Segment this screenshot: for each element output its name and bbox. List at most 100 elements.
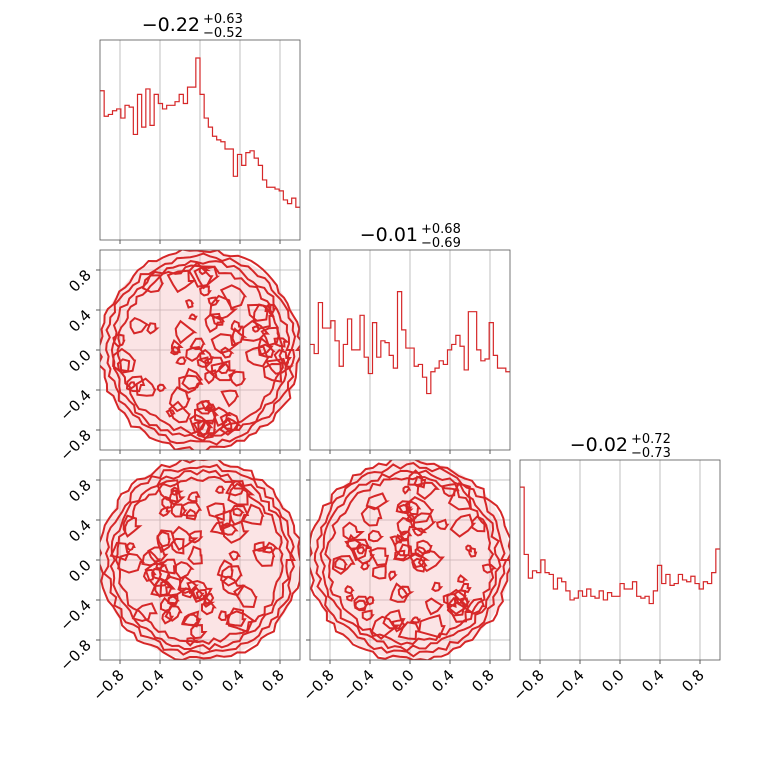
contour-blob (399, 530, 413, 541)
contour-blob (214, 485, 226, 494)
contour-blob (354, 599, 368, 612)
contour-blob (402, 485, 412, 495)
contour-blob (397, 503, 414, 515)
contour-blob (202, 596, 216, 608)
contour-blob (356, 545, 366, 555)
contour-blob (405, 513, 418, 523)
x-tick-label: 0.0 (178, 666, 208, 696)
contour-ring-0 (310, 460, 510, 660)
contour-blob (253, 541, 267, 552)
contour-blob (190, 624, 208, 640)
contour-blob (230, 319, 244, 332)
contour-blob (225, 480, 246, 497)
contour-blob (389, 582, 410, 603)
contour-blob (209, 521, 224, 536)
contour-blob (371, 564, 387, 580)
x-tick-label: 0.4 (218, 666, 248, 696)
contour-blob (459, 582, 472, 594)
grid-hist-2 (539, 460, 701, 664)
contour-blob (221, 575, 246, 597)
contour-blob (210, 333, 239, 355)
y-tick-label: −0.8 (56, 426, 94, 464)
y-tick-label: 0.0 (65, 346, 95, 376)
contour-blob (166, 269, 197, 294)
contour-blob (142, 568, 157, 582)
contour-blob (122, 514, 143, 538)
x-tick-label: 0.4 (428, 666, 458, 696)
contour-ring-0 (100, 250, 300, 450)
y-tick-label: 0.8 (65, 266, 95, 296)
contour-blob (156, 479, 180, 503)
panel-2d-0-2 (96, 459, 301, 664)
contour-blob (252, 546, 276, 567)
contour-blob (241, 503, 265, 526)
contour-ring-3 (114, 475, 284, 645)
y-tick-label: 0.0 (65, 556, 95, 586)
contours-0-2 (100, 460, 300, 660)
y-tick-label: −0.4 (56, 596, 94, 634)
contour-ring-1 (102, 463, 296, 656)
contour-blob (257, 343, 276, 359)
title-1-median: −0.01 (360, 224, 418, 246)
contour-blob (195, 588, 208, 601)
panel-hist-0: −0.22 +0.63 −0.52 (99, 12, 301, 244)
contour-blob (233, 584, 258, 609)
y-tick-label: 0.4 (65, 516, 95, 546)
contour-blob (214, 509, 233, 531)
contour-blob (165, 409, 176, 418)
contour-ring-0 (100, 460, 300, 660)
x-tick-label: 0.0 (598, 666, 628, 696)
frame-hist-0 (99, 39, 301, 241)
contour-blob (205, 403, 217, 413)
contour-blob (169, 345, 181, 356)
contour-blob (204, 312, 223, 334)
contour-blob (146, 322, 160, 335)
frame-hist-2 (519, 459, 721, 661)
title-2-plus: +0.72 (631, 432, 671, 447)
y-tick-label: 0.8 (65, 476, 95, 506)
x-tick-label: −0.4 (549, 666, 587, 704)
contour-blob (331, 554, 356, 576)
contour-blob (232, 507, 246, 517)
contour-blob (198, 265, 211, 276)
x-tick-labels-col-1: −0.8 −0.4 0.0 0.4 0.8 (299, 666, 497, 704)
contour-blob (204, 369, 218, 385)
contour-ring-3 (116, 264, 285, 436)
contour-blob (177, 575, 200, 594)
title-0-minus: −0.52 (203, 26, 243, 41)
contour-blob (389, 535, 405, 547)
contour-blob (191, 586, 205, 600)
contour-blob (144, 562, 171, 588)
contour-blob (125, 542, 136, 552)
title-1-minus: −0.69 (421, 236, 461, 251)
histogram-2 (520, 486, 720, 605)
contour-blob (181, 613, 202, 627)
contour-blob (465, 597, 486, 615)
contour-blob (260, 326, 281, 347)
title-0-plus: +0.63 (203, 12, 243, 27)
x-tick-label: −0.8 (89, 666, 127, 704)
contours-1-2 (310, 460, 510, 660)
contour-blob (185, 346, 206, 362)
grid-hist-1 (329, 250, 491, 454)
contour-blob (217, 363, 231, 375)
contour-blob (227, 482, 256, 506)
contour-blob (187, 491, 201, 503)
histogram-0 (100, 57, 300, 208)
contour-blob (393, 549, 409, 561)
contour-blob (193, 407, 220, 425)
contour-blob (360, 505, 383, 527)
y-tick-labels-row-1: −0.8−0.4 0.0 0.4 0.8 (56, 266, 94, 464)
x-tick-label: 0.8 (678, 666, 708, 696)
frame-hist-1 (309, 249, 511, 451)
contour-blob (154, 577, 174, 598)
title-0-median: −0.22 (142, 14, 200, 36)
frame-2d-0-2 (99, 459, 301, 661)
contour-blob (131, 602, 158, 623)
x-tick-label: −0.8 (299, 666, 337, 704)
contour-blob (431, 581, 444, 592)
x-tick-label: 0.8 (258, 666, 288, 696)
y-tick-labels-row-2: −0.8−0.4 0.0 0.4 0.8 (56, 476, 94, 674)
contour-blob (252, 303, 275, 330)
contour-blob (273, 348, 292, 366)
